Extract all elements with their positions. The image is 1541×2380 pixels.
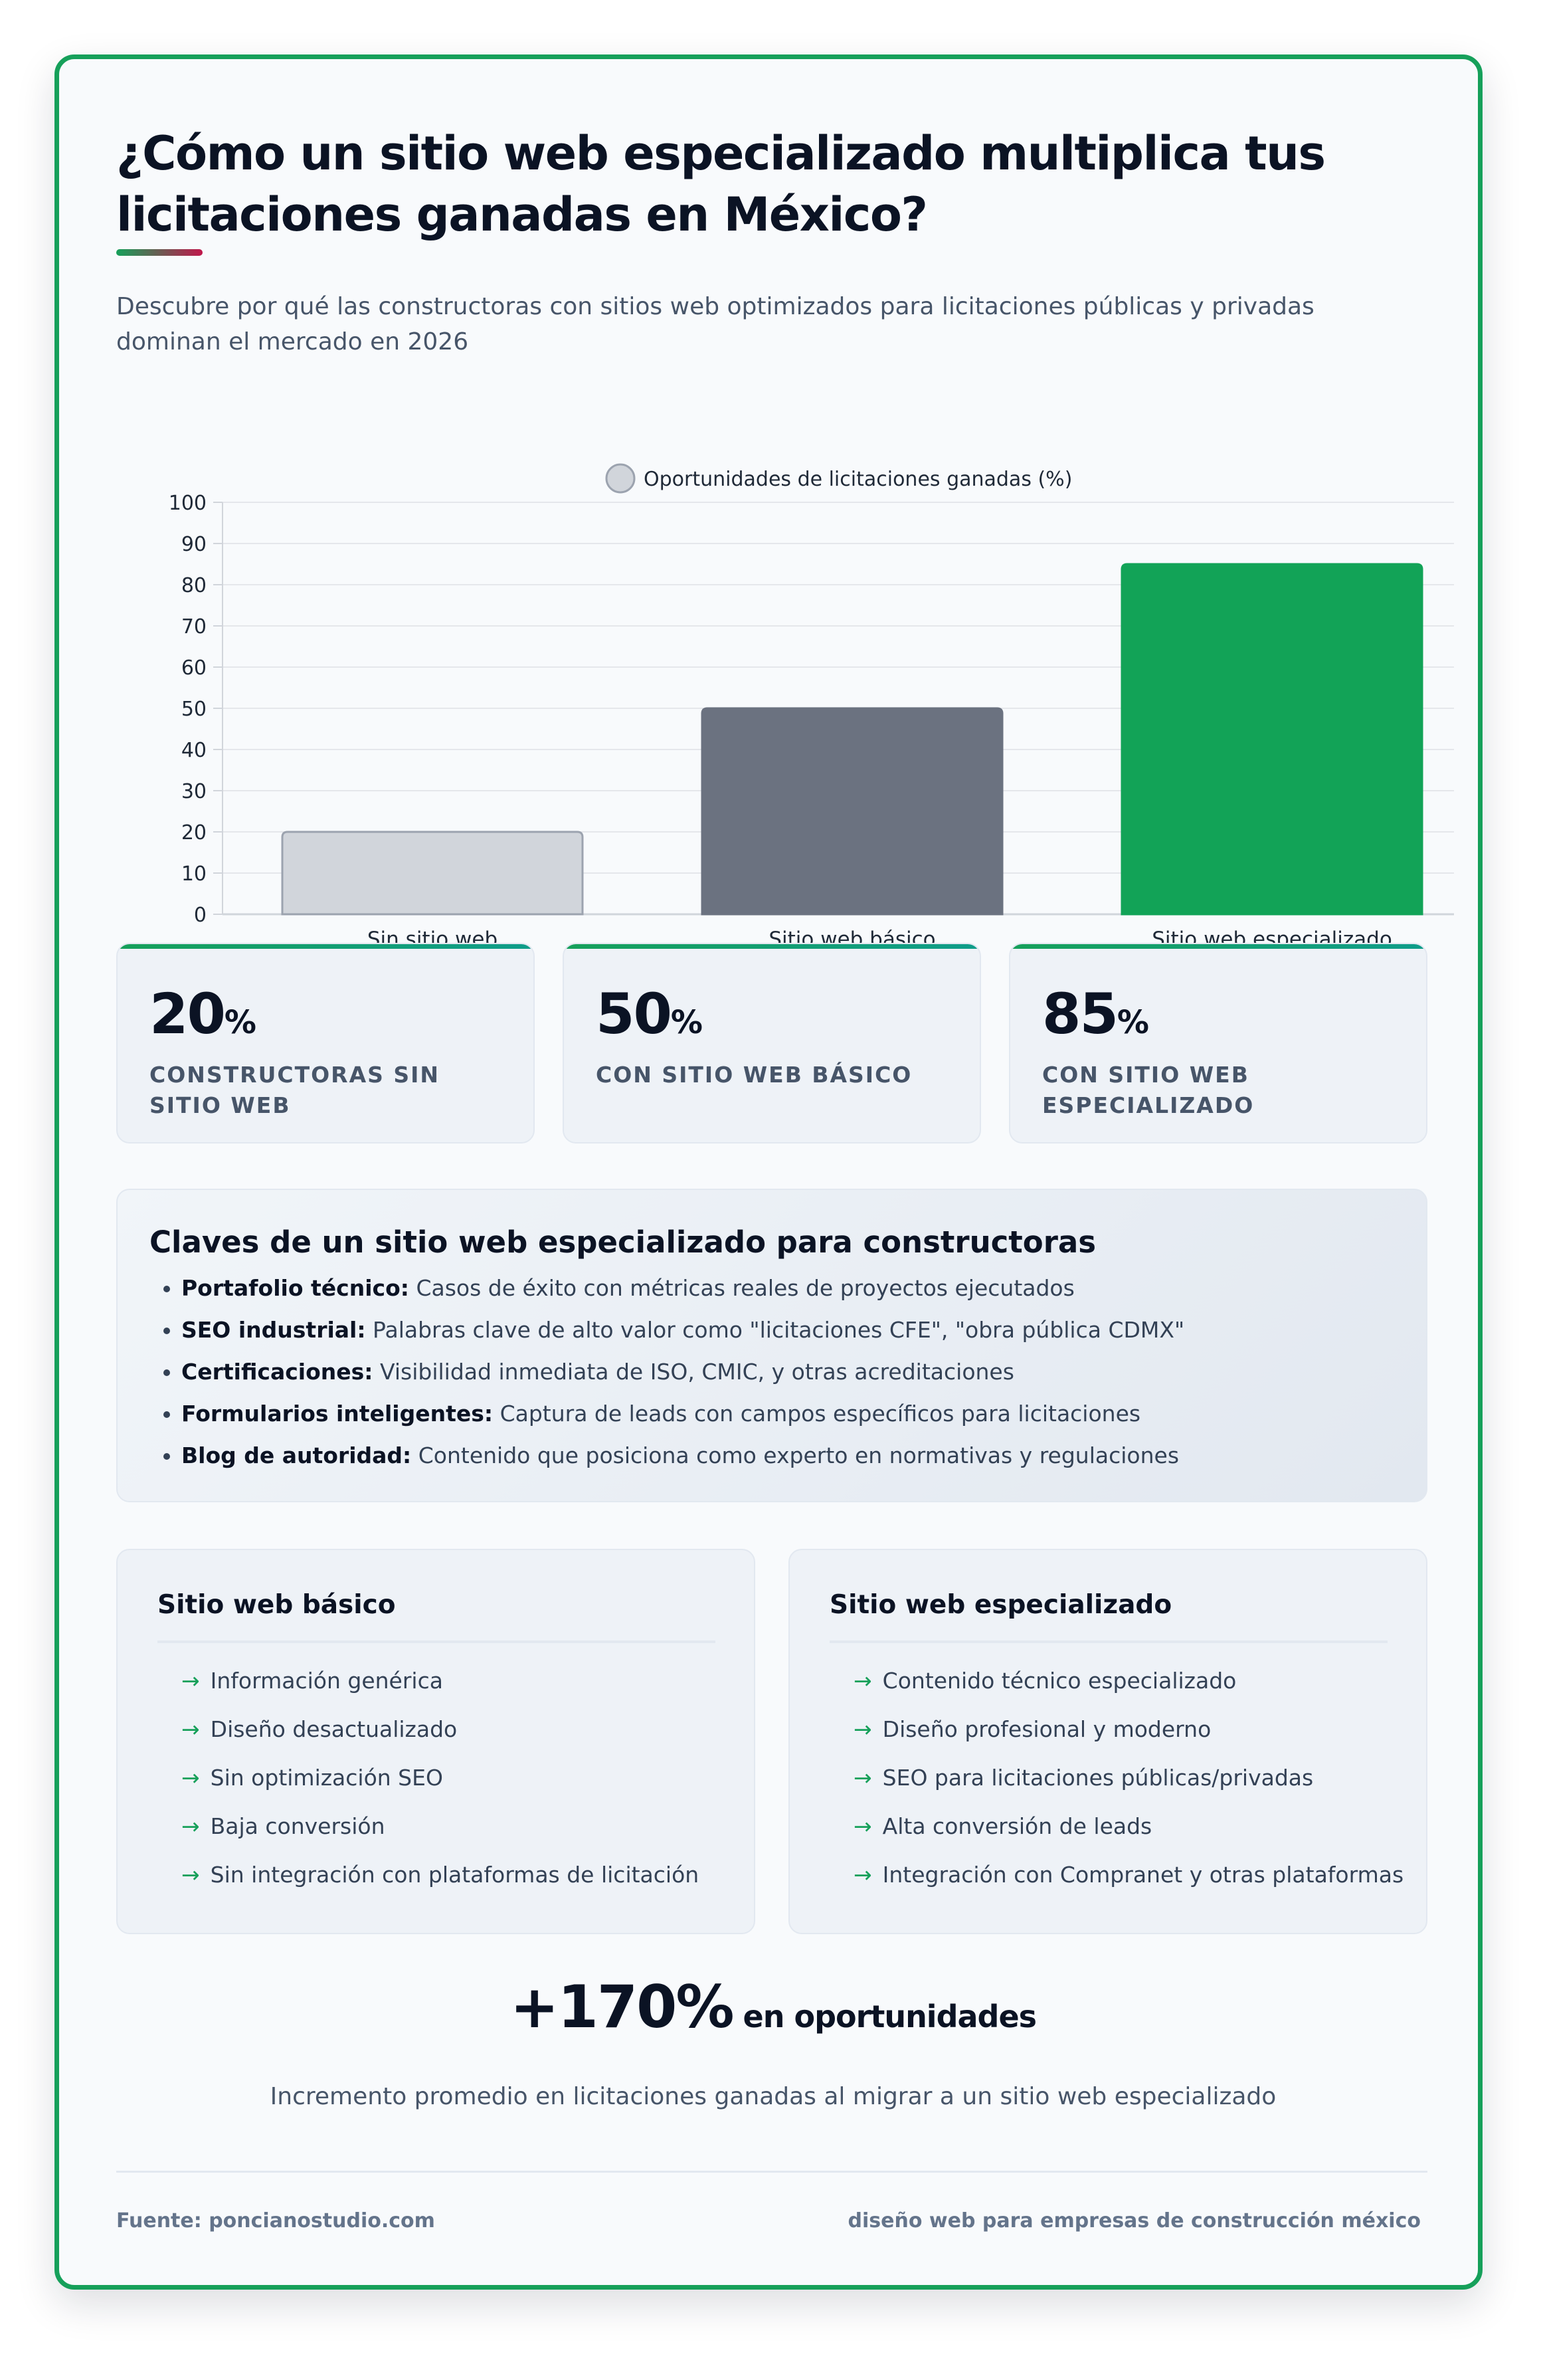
divider xyxy=(157,1640,715,1643)
keys-title: Claves de un sitio web especializado par… xyxy=(149,1225,1097,1260)
arrow-right-icon: → xyxy=(181,1668,200,1694)
bar-3 xyxy=(1121,563,1423,916)
keys-list: Portafolio técnico: Casos de éxito con m… xyxy=(181,1267,1404,1476)
list-item: Certificaciones: Visibilidad inmediata d… xyxy=(181,1351,1404,1393)
y-tick-label: 70 xyxy=(181,615,207,639)
comparison-list: → Contenido técnico especializado → Diseño… xyxy=(854,1656,1404,1899)
list-item: → Baja conversión xyxy=(181,1813,385,1839)
keys-section: Claves de un sitio web especializado par… xyxy=(116,1189,1427,1502)
comparison-card-specialized: Sitio web especializado → Contenido técni… xyxy=(788,1549,1427,1934)
list-item: → Integración con Compranet y otras plata… xyxy=(854,1862,1404,1888)
list-item: Portafolio técnico: Casos de éxito con m… xyxy=(181,1267,1404,1309)
list-item: → Alta conversión de leads xyxy=(854,1813,1152,1839)
arrow-right-icon: → xyxy=(181,1813,200,1839)
footer-divider xyxy=(116,2171,1427,2173)
y-tick-label: 100 xyxy=(169,492,207,515)
arrow-right-icon: → xyxy=(854,1668,872,1694)
y-tick-label: 50 xyxy=(181,698,207,721)
highlight-label: en oportunidades xyxy=(733,1999,1038,2034)
y-tick-label: 80 xyxy=(181,574,207,597)
list-item: → Diseño desactualizado xyxy=(181,1716,458,1742)
page-subtitle: Descubre por qué las constructoras con s… xyxy=(116,293,1314,355)
arrow-right-icon: → xyxy=(181,1862,200,1888)
comparison-title: Sitio web básico xyxy=(157,1590,396,1620)
stat-label: Con sitio web especializado xyxy=(1042,1062,1255,1118)
y-tick-label: 40 xyxy=(181,739,207,762)
list-item: → Contenido técnico especializado xyxy=(854,1668,1237,1694)
list-item: → Diseño profesional y moderno xyxy=(854,1716,1212,1742)
bar-2 xyxy=(701,707,1004,916)
arrow-right-icon: → xyxy=(854,1862,872,1888)
y-tick-label: 10 xyxy=(181,862,207,886)
arrow-right-icon: → xyxy=(854,1716,872,1742)
y-tick-label: 20 xyxy=(181,821,207,844)
arrow-right-icon: → xyxy=(181,1765,200,1791)
stat-value: 50% xyxy=(596,981,703,1046)
y-tick-label: 30 xyxy=(181,780,207,803)
highlight-value: +170% xyxy=(509,1973,735,2041)
stat-label: Con sitio web básico xyxy=(596,1062,913,1088)
y-tick-label: 0 xyxy=(194,904,207,927)
comparison-card-basic: Sitio web básico → Información genérica →… xyxy=(116,1549,755,1934)
list-item: Blog de autoridad: Contenido que posicio… xyxy=(181,1435,1404,1476)
infographic-card: ¿Cómo un sitio web especializado multipl… xyxy=(54,54,1483,2290)
highlight-metric: +170% en oportunidades xyxy=(59,1973,1487,2041)
stat-label: Constructoras sin sitio web xyxy=(149,1062,440,1118)
bar-1 xyxy=(281,831,584,916)
stat-card-basico: 50% Con sitio web básico xyxy=(563,943,981,1143)
legend-swatch xyxy=(605,463,636,494)
arrow-right-icon: → xyxy=(854,1765,872,1791)
list-item: → Sin integración con plataformas de lici… xyxy=(181,1862,699,1888)
legend-label: Oportunidades de licitaciones ganadas (%… xyxy=(644,468,1072,491)
list-item: → Información genérica xyxy=(181,1668,443,1694)
stat-value: 85% xyxy=(1042,981,1149,1046)
stat-card-especializado: 85% Con sitio web especializado xyxy=(1009,943,1427,1143)
bar-chart: 0 10 20 30 40 50 60 70 80 90 100 Sin sitio web Sitio… xyxy=(112,398,1454,969)
arrow-right-icon: → xyxy=(181,1716,200,1742)
y-tick-label: 90 xyxy=(181,533,207,556)
list-item: → Sin optimización SEO xyxy=(181,1765,443,1791)
footer-tagline: diseño web para empresas de construcción… xyxy=(848,2209,1421,2232)
y-tick-label: 60 xyxy=(181,656,207,680)
page-title: ¿Cómo un sitio web especializado multipl… xyxy=(116,126,1326,242)
title-accent-bar xyxy=(116,249,203,256)
stat-card-sin-sitio: 20% Constructoras sin sitio web xyxy=(116,943,535,1143)
comparison-title: Sitio web especializado xyxy=(830,1590,1172,1620)
list-item: → SEO para licitaciones públicas/privadas xyxy=(854,1765,1314,1791)
divider xyxy=(830,1640,1388,1643)
list-item: SEO industrial: Palabras clave de alto v… xyxy=(181,1309,1404,1351)
list-item: Formularios inteligentes: Captura de lea… xyxy=(181,1393,1404,1435)
arrow-right-icon: → xyxy=(854,1813,872,1839)
stat-value: 20% xyxy=(149,981,256,1046)
footer-source: Fuente: poncianostudio.com xyxy=(116,2209,435,2232)
comparison-list: → Información genérica → Diseño desactuali… xyxy=(181,1656,699,1899)
highlight-description: Incremento promedio en licitaciones gana… xyxy=(270,2083,1277,2110)
